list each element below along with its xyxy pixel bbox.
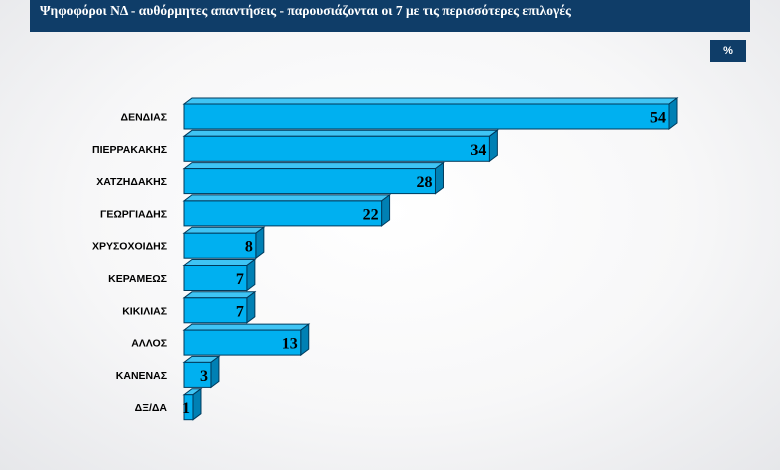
category-label: ΔΞ/ΔΑ <box>135 402 168 414</box>
bar-top <box>182 97 679 105</box>
bar <box>183 200 383 227</box>
data-label: 7 <box>236 303 244 320</box>
bar <box>183 103 670 130</box>
bar-side <box>434 161 444 195</box>
category-label: ΚΕΡΑΜΕΩΣ <box>108 273 167 285</box>
bar <box>183 394 194 421</box>
bar <box>183 135 490 162</box>
category-label: ΓΕΩΡΓΙΑΔΗΣ <box>100 208 167 220</box>
category-label: ΚΑΝΕΝΑΣ <box>116 370 167 382</box>
bar-top <box>182 129 499 137</box>
data-label: 1 <box>182 400 190 417</box>
bar-side <box>488 129 498 163</box>
category-label: ΧΑΤΖΗΔΑΚΗΣ <box>96 176 167 188</box>
data-label: 34 <box>470 142 486 159</box>
bar-side <box>300 323 310 357</box>
bar-top <box>182 194 392 202</box>
bar-top <box>182 323 311 331</box>
data-label: 3 <box>200 368 208 385</box>
bar <box>183 168 436 195</box>
bar-top <box>182 291 257 299</box>
category-label: ΧΡΥΣΟΧΟΙΔΗΣ <box>92 241 167 253</box>
chart-title: Ψηφοφόροι ΝΔ - αυθόρμητες απαντήσεις - π… <box>40 3 571 18</box>
bar-side <box>210 355 220 389</box>
category-label: ΠΙΕΡΡΑΚΑΚΗΣ <box>92 144 167 156</box>
bar <box>183 232 257 259</box>
unit-badge: % <box>710 40 746 62</box>
data-label: 28 <box>416 174 432 191</box>
category-label: ΑΛΛΟΣ <box>131 338 167 350</box>
data-label: 13 <box>282 336 298 353</box>
data-label: 8 <box>245 239 253 256</box>
data-label: 7 <box>236 271 244 288</box>
bar-side <box>192 387 202 421</box>
bar-side <box>668 97 678 130</box>
bar-top <box>182 226 266 234</box>
bar-side <box>246 290 256 324</box>
data-label: 54 <box>650 110 666 127</box>
bar-side <box>255 226 265 260</box>
bar-side <box>381 193 391 227</box>
bar <box>183 297 248 324</box>
bar-top <box>182 162 445 170</box>
category-label: ΔΕΝΔΙΑΣ <box>121 112 167 124</box>
bar-top <box>182 259 257 266</box>
category-label: ΚΙΚΙΛΙΑΣ <box>122 305 167 317</box>
bar <box>183 329 302 356</box>
data-label: 22 <box>363 206 379 223</box>
chart-title-bar: Ψηφοφόροι ΝΔ - αυθόρμητες απαντήσεις - π… <box>30 0 750 32</box>
bar <box>183 361 212 388</box>
bar <box>183 265 248 291</box>
bar-side <box>246 258 256 292</box>
